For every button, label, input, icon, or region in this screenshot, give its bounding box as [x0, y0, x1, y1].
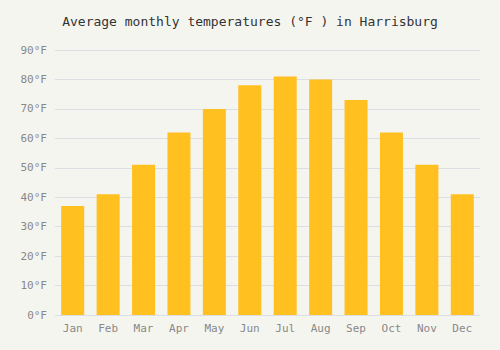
svg-text:Jan: Jan [63, 322, 83, 335]
svg-text:May: May [204, 322, 224, 335]
svg-text:90°F: 90°F [21, 44, 48, 57]
svg-text:70°F: 70°F [21, 102, 48, 115]
svg-text:Dec: Dec [452, 322, 472, 335]
svg-text:Nov: Nov [417, 322, 437, 335]
svg-text:80°F: 80°F [21, 73, 48, 86]
svg-text:0°F: 0°F [27, 309, 47, 322]
svg-text:50°F: 50°F [21, 161, 48, 174]
svg-text:20°F: 20°F [21, 250, 48, 263]
svg-text:60°F: 60°F [21, 132, 48, 145]
svg-text:30°F: 30°F [21, 220, 48, 233]
svg-text:10°F: 10°F [21, 279, 48, 292]
svg-text:Apr: Apr [169, 322, 189, 335]
svg-text:40°F: 40°F [21, 191, 48, 204]
svg-text:Jun: Jun [240, 322, 260, 335]
svg-text:Mar: Mar [134, 322, 154, 335]
svg-text:Oct: Oct [382, 322, 402, 335]
svg-text:Jul: Jul [275, 322, 295, 335]
svg-text:Feb: Feb [98, 322, 118, 335]
svg-text:Average monthly temperatures (: Average monthly temperatures (°F ) in Ha… [62, 14, 438, 29]
svg-text:Aug: Aug [311, 322, 331, 335]
svg-text:Sep: Sep [346, 322, 366, 335]
